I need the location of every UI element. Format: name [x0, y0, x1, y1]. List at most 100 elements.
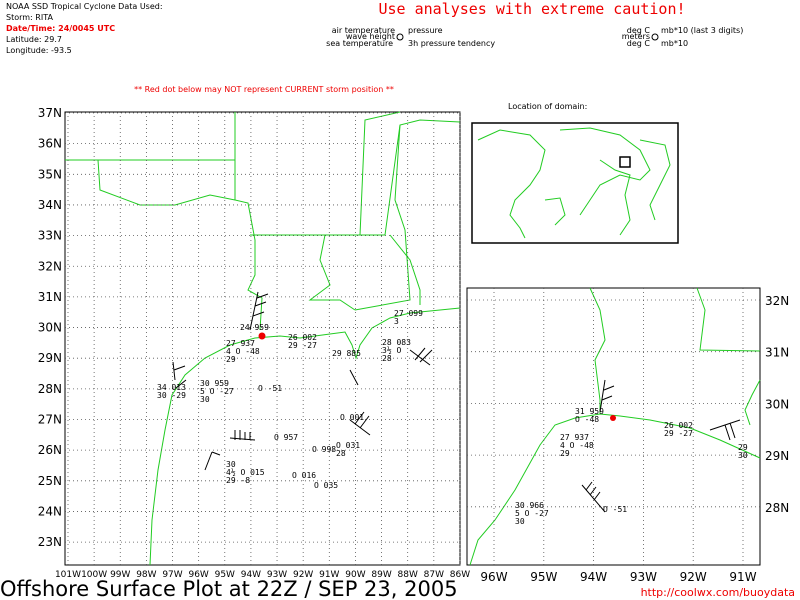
station-text: 3 — [394, 317, 399, 326]
lat-label: 23N — [38, 535, 62, 549]
station-text: O 016 — [292, 471, 316, 480]
station-text: O 031 — [336, 441, 360, 450]
wind-barbs — [172, 291, 741, 513]
station-text: 30 966 — [515, 501, 544, 510]
footer-url: http://coolwx.com/buoydata — [641, 586, 795, 599]
station-text: 27 099 — [394, 309, 423, 318]
lon-label: 90W — [345, 570, 365, 580]
station-text: O 035 — [314, 481, 338, 490]
station-text: 4½ O 015 — [226, 467, 265, 477]
lon-label: 99W — [110, 570, 130, 580]
station-text: 31 959 — [575, 407, 604, 416]
legend-deg-c-2: deg C — [627, 39, 651, 48]
station-text: 29 -27 — [664, 429, 693, 438]
station-text: 34 013 — [157, 383, 186, 392]
station-text: 4 O -48 — [560, 441, 594, 450]
legend-mb: mb*10 — [661, 39, 688, 48]
station-text: 30 959 — [200, 379, 229, 388]
lon-label: 88W — [398, 570, 418, 580]
lat-label: 27N — [38, 413, 62, 427]
station-text: 29 — [226, 355, 236, 364]
lon-label: 100W — [81, 570, 107, 580]
station-text: 27 937 — [560, 433, 589, 442]
legend-tendency: 3h pressure tendency — [408, 39, 495, 48]
station-text: O -51 — [258, 384, 282, 393]
station-text: 4 O -48 — [226, 347, 260, 356]
station-text: O 957 — [274, 433, 298, 442]
legend-mb-last: mb*10 (last 3 digits) — [661, 26, 743, 35]
lat-label: 32N — [38, 259, 62, 273]
lon-label: 96W — [480, 570, 507, 584]
legend-deg-c: deg C — [627, 26, 651, 35]
station-text: 26 002 — [664, 421, 693, 430]
lon-label: 86W — [450, 570, 470, 580]
station-text: 5 O -27 — [515, 509, 549, 518]
lat-label: 28N — [765, 501, 789, 515]
station-text: 29 — [560, 449, 570, 458]
lat-label: 28N — [38, 382, 62, 396]
legend-sea-temp: sea temperature — [326, 39, 393, 48]
lat-label: 35N — [38, 167, 62, 181]
world-coast — [477, 127, 671, 239]
lon-label: 91W — [319, 570, 339, 580]
station-text: 27 937 — [226, 339, 255, 348]
legend-meters: meters — [622, 32, 650, 41]
lat-label: 37N — [38, 106, 62, 120]
station-text: 28 — [336, 449, 346, 458]
lat-label: 24N — [38, 504, 62, 518]
station-text: 30 — [515, 517, 525, 526]
warning: Use analyses with extreme caution! — [378, 0, 685, 18]
lon-label: 97W — [162, 570, 182, 580]
station-text: 29 -27 — [288, 341, 317, 350]
station-text: 29 — [738, 443, 748, 452]
station-text: 30 — [200, 395, 210, 404]
lat-label: 33N — [38, 229, 62, 243]
station-text: 29 -8 — [226, 476, 250, 485]
lat-label: 34N — [38, 198, 62, 212]
legend-pressure: pressure — [408, 26, 443, 35]
legend-air-temp: air temperature — [332, 26, 395, 35]
lat-label: 29N — [765, 449, 789, 463]
lon-label: 87W — [424, 570, 444, 580]
station-text: 28 083 — [382, 338, 411, 347]
station-text: O 001 — [340, 413, 364, 422]
inset-map-frame — [466, 287, 761, 566]
station-text: 29 885 — [332, 349, 361, 358]
longitude: Longitude: -93.5 — [6, 46, 72, 55]
lon-label: 92W — [293, 570, 313, 580]
lon-label: 92W — [680, 570, 707, 584]
storm: Storm: RITA — [6, 13, 53, 22]
lon-label: 101W — [55, 570, 81, 580]
station-text: 28 — [382, 354, 392, 363]
station-text: 30 — [738, 451, 748, 460]
lon-label: 91W — [729, 570, 756, 584]
lat-label: 25N — [38, 474, 62, 488]
station-text: O 998 — [312, 445, 336, 454]
station-text: 3½ O — [382, 345, 401, 355]
world-map-frame — [471, 122, 679, 244]
grid — [65, 112, 760, 565]
lon-label: 94W — [580, 570, 607, 584]
legend-station-2 — [651, 33, 659, 41]
agency: NOAA SSD Tropical Cyclone Data Used: — [6, 2, 163, 11]
lat-label: 31N — [38, 290, 62, 304]
legend-wave: wave height — [346, 32, 395, 41]
storm-position-inset — [610, 415, 616, 421]
lat-label: 26N — [38, 443, 62, 457]
datetime: Date/Time: 24/0045 UTC — [6, 24, 115, 33]
location-label: Location of domain: — [508, 102, 587, 111]
lon-label: 94W — [241, 570, 261, 580]
lon-label: 93W — [630, 570, 657, 584]
station-text: 26 002 — [288, 333, 317, 342]
lat-label: 30N — [38, 321, 62, 335]
station-text: 30 -29 — [157, 391, 186, 400]
station-text: 5 O -27 — [200, 387, 234, 396]
lon-label: 95W — [215, 570, 235, 580]
station-text: 30 — [226, 460, 236, 469]
lat-label: 30N — [765, 397, 789, 411]
lat-label: 36N — [38, 137, 62, 151]
lon-label: 96W — [188, 570, 208, 580]
latitude: Latitude: 29.7 — [6, 35, 62, 44]
legend-station — [396, 33, 404, 41]
